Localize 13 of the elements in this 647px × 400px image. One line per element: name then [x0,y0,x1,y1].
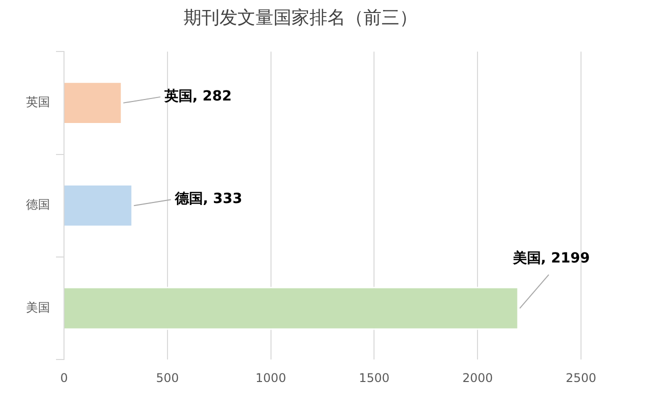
x-tick-label: 2000 [462,370,493,385]
data-label: 德国, 333 [174,191,242,208]
x-tick-label: 0 [60,370,68,385]
y-tick-label: 英国 [26,95,50,110]
data-label: 美国, 2199 [512,249,590,266]
x-tick-label: 1000 [256,370,286,385]
y-tick-label: 德国 [26,198,50,212]
x-tick-label: 500 [156,370,179,385]
x-tick-label: 1500 [358,370,390,385]
data-label: 英国, 282 [163,88,232,105]
x-tick-label: 2500 [566,370,596,385]
y-tick-label: 美国 [26,300,50,314]
chart-title: 期刊发文量国家排名（前三） [184,7,418,28]
